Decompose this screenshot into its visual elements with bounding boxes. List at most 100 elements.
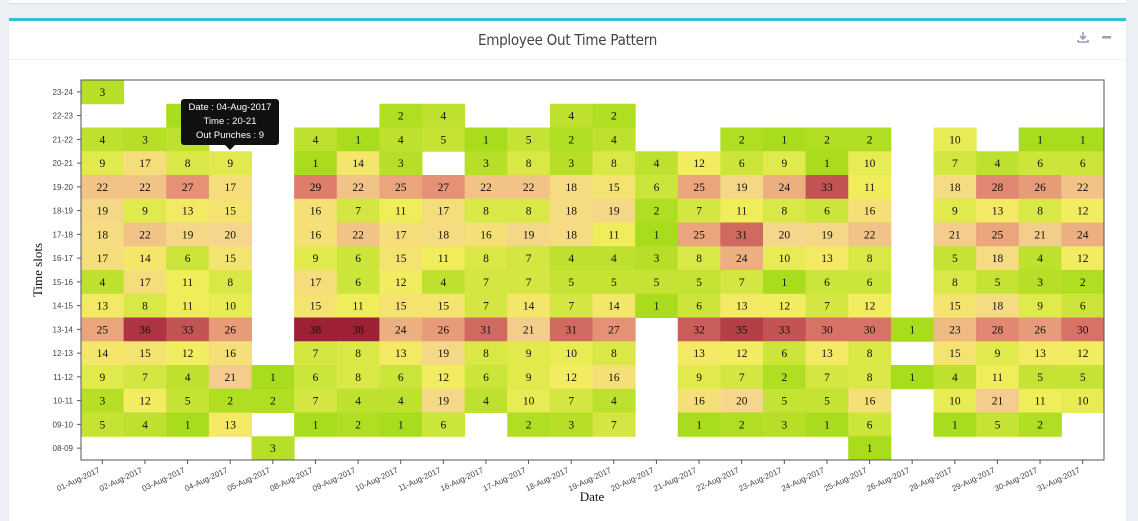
heatmap-cell[interactable] bbox=[592, 270, 636, 295]
heatmap-cell[interactable] bbox=[933, 198, 977, 223]
heatmap-cell[interactable] bbox=[507, 270, 551, 295]
heatmap-cell[interactable] bbox=[848, 388, 892, 413]
heatmap-cell[interactable] bbox=[379, 151, 423, 176]
heatmap-cell[interactable] bbox=[763, 317, 807, 342]
heatmap-cell[interactable] bbox=[763, 341, 807, 366]
heatmap-cell[interactable] bbox=[848, 365, 892, 390]
heatmap-cell[interactable] bbox=[933, 412, 977, 437]
heatmap-cell[interactable] bbox=[422, 175, 466, 200]
heatmap-cell[interactable] bbox=[208, 365, 252, 390]
heatmap-cell[interactable] bbox=[81, 222, 125, 247]
heatmap-cell[interactable] bbox=[635, 151, 679, 176]
heatmap-cell[interactable] bbox=[294, 293, 338, 318]
heatmap-cell[interactable] bbox=[720, 222, 764, 247]
heatmap-cell[interactable] bbox=[933, 151, 977, 176]
heatmap-cell[interactable] bbox=[294, 127, 338, 152]
heatmap-cell[interactable] bbox=[677, 270, 721, 295]
heatmap-cell[interactable] bbox=[507, 388, 551, 413]
heatmap-cell[interactable] bbox=[336, 198, 380, 223]
minus-icon[interactable] bbox=[1102, 31, 1112, 46]
heatmap-cell[interactable] bbox=[720, 246, 764, 271]
heatmap-cell[interactable] bbox=[677, 293, 721, 318]
heatmap-cell[interactable] bbox=[1018, 175, 1062, 200]
heatmap-cell[interactable] bbox=[336, 317, 380, 342]
heatmap-cell[interactable] bbox=[549, 246, 593, 271]
heatmap-cell[interactable] bbox=[507, 365, 551, 390]
heatmap-cell[interactable] bbox=[805, 365, 849, 390]
heatmap-cell[interactable] bbox=[336, 151, 380, 176]
heatmap-cell[interactable] bbox=[1061, 246, 1105, 271]
heatmap-cell[interactable] bbox=[507, 246, 551, 271]
heatmap-cell[interactable] bbox=[123, 412, 167, 437]
heatmap-cell[interactable] bbox=[1018, 151, 1062, 176]
heatmap-cell[interactable] bbox=[294, 151, 338, 176]
heatmap-cell[interactable] bbox=[805, 175, 849, 200]
heatmap-cell[interactable] bbox=[976, 151, 1020, 176]
heatmap-cell[interactable] bbox=[848, 198, 892, 223]
heatmap-cell[interactable] bbox=[294, 412, 338, 437]
heatmap-cell[interactable] bbox=[976, 293, 1020, 318]
heatmap-cell[interactable] bbox=[592, 127, 636, 152]
heatmap-cell[interactable] bbox=[1061, 151, 1105, 176]
heatmap-cell[interactable] bbox=[464, 151, 508, 176]
heatmap-cell[interactable] bbox=[81, 80, 125, 105]
heatmap-cell[interactable] bbox=[890, 365, 934, 390]
heatmap-cell[interactable] bbox=[464, 341, 508, 366]
heatmap-cell[interactable] bbox=[848, 317, 892, 342]
heatmap-cell[interactable] bbox=[251, 436, 295, 461]
heatmap-cell[interactable] bbox=[677, 175, 721, 200]
heatmap-cell[interactable] bbox=[1018, 246, 1062, 271]
heatmap-cell[interactable] bbox=[464, 246, 508, 271]
heatmap-cell[interactable] bbox=[976, 412, 1020, 437]
heatmap-cell[interactable] bbox=[1061, 198, 1105, 223]
heatmap-cell[interactable] bbox=[677, 412, 721, 437]
heatmap-cell[interactable] bbox=[336, 365, 380, 390]
heatmap-cell[interactable] bbox=[635, 222, 679, 247]
heatmap-cell[interactable] bbox=[592, 365, 636, 390]
heatmap-cell[interactable] bbox=[422, 365, 466, 390]
heatmap-cell[interactable] bbox=[464, 293, 508, 318]
heatmap-cell[interactable] bbox=[720, 127, 764, 152]
heatmap-cell[interactable] bbox=[635, 270, 679, 295]
heatmap-cell[interactable] bbox=[208, 341, 252, 366]
heatmap-cell[interactable] bbox=[1018, 127, 1062, 152]
heatmap-cell[interactable] bbox=[166, 198, 210, 223]
heatmap-cell[interactable] bbox=[294, 270, 338, 295]
heatmap-cell[interactable] bbox=[123, 365, 167, 390]
heatmap-cell[interactable] bbox=[933, 341, 977, 366]
heatmap-cell[interactable] bbox=[1061, 365, 1105, 390]
heatmap-cell[interactable] bbox=[166, 270, 210, 295]
heatmap-cell[interactable] bbox=[81, 388, 125, 413]
heatmap-cell[interactable] bbox=[976, 317, 1020, 342]
heatmap-cell[interactable] bbox=[549, 127, 593, 152]
heatmap-cell[interactable] bbox=[1018, 365, 1062, 390]
heatmap-cell[interactable] bbox=[848, 293, 892, 318]
heatmap-cell[interactable] bbox=[805, 317, 849, 342]
heatmap-cell[interactable] bbox=[336, 127, 380, 152]
heatmap-cell[interactable] bbox=[422, 388, 466, 413]
heatmap-cell[interactable] bbox=[677, 222, 721, 247]
heatmap-cell[interactable] bbox=[1018, 293, 1062, 318]
heatmap-cell[interactable] bbox=[379, 293, 423, 318]
heatmap-cell[interactable] bbox=[507, 151, 551, 176]
heatmap-cell[interactable] bbox=[336, 341, 380, 366]
heatmap-cell[interactable] bbox=[294, 246, 338, 271]
heatmap-cell[interactable] bbox=[507, 127, 551, 152]
heatmap-cell[interactable] bbox=[976, 198, 1020, 223]
heatmap-cell[interactable] bbox=[677, 317, 721, 342]
heatmap-cell[interactable] bbox=[379, 198, 423, 223]
heatmap-cell[interactable] bbox=[507, 175, 551, 200]
heatmap-cell[interactable] bbox=[763, 365, 807, 390]
heatmap-cell[interactable] bbox=[81, 127, 125, 152]
heatmap-cell[interactable] bbox=[549, 198, 593, 223]
heatmap-cell[interactable] bbox=[549, 151, 593, 176]
heatmap-cell[interactable] bbox=[976, 246, 1020, 271]
heatmap-cell[interactable] bbox=[336, 175, 380, 200]
heatmap-cell[interactable] bbox=[592, 341, 636, 366]
heatmap-cell[interactable] bbox=[166, 317, 210, 342]
heatmap-cell[interactable] bbox=[81, 198, 125, 223]
heatmap-cell[interactable] bbox=[81, 341, 125, 366]
heatmap-cell[interactable] bbox=[805, 341, 849, 366]
heatmap-cell[interactable] bbox=[336, 293, 380, 318]
heatmap-cell[interactable] bbox=[677, 246, 721, 271]
